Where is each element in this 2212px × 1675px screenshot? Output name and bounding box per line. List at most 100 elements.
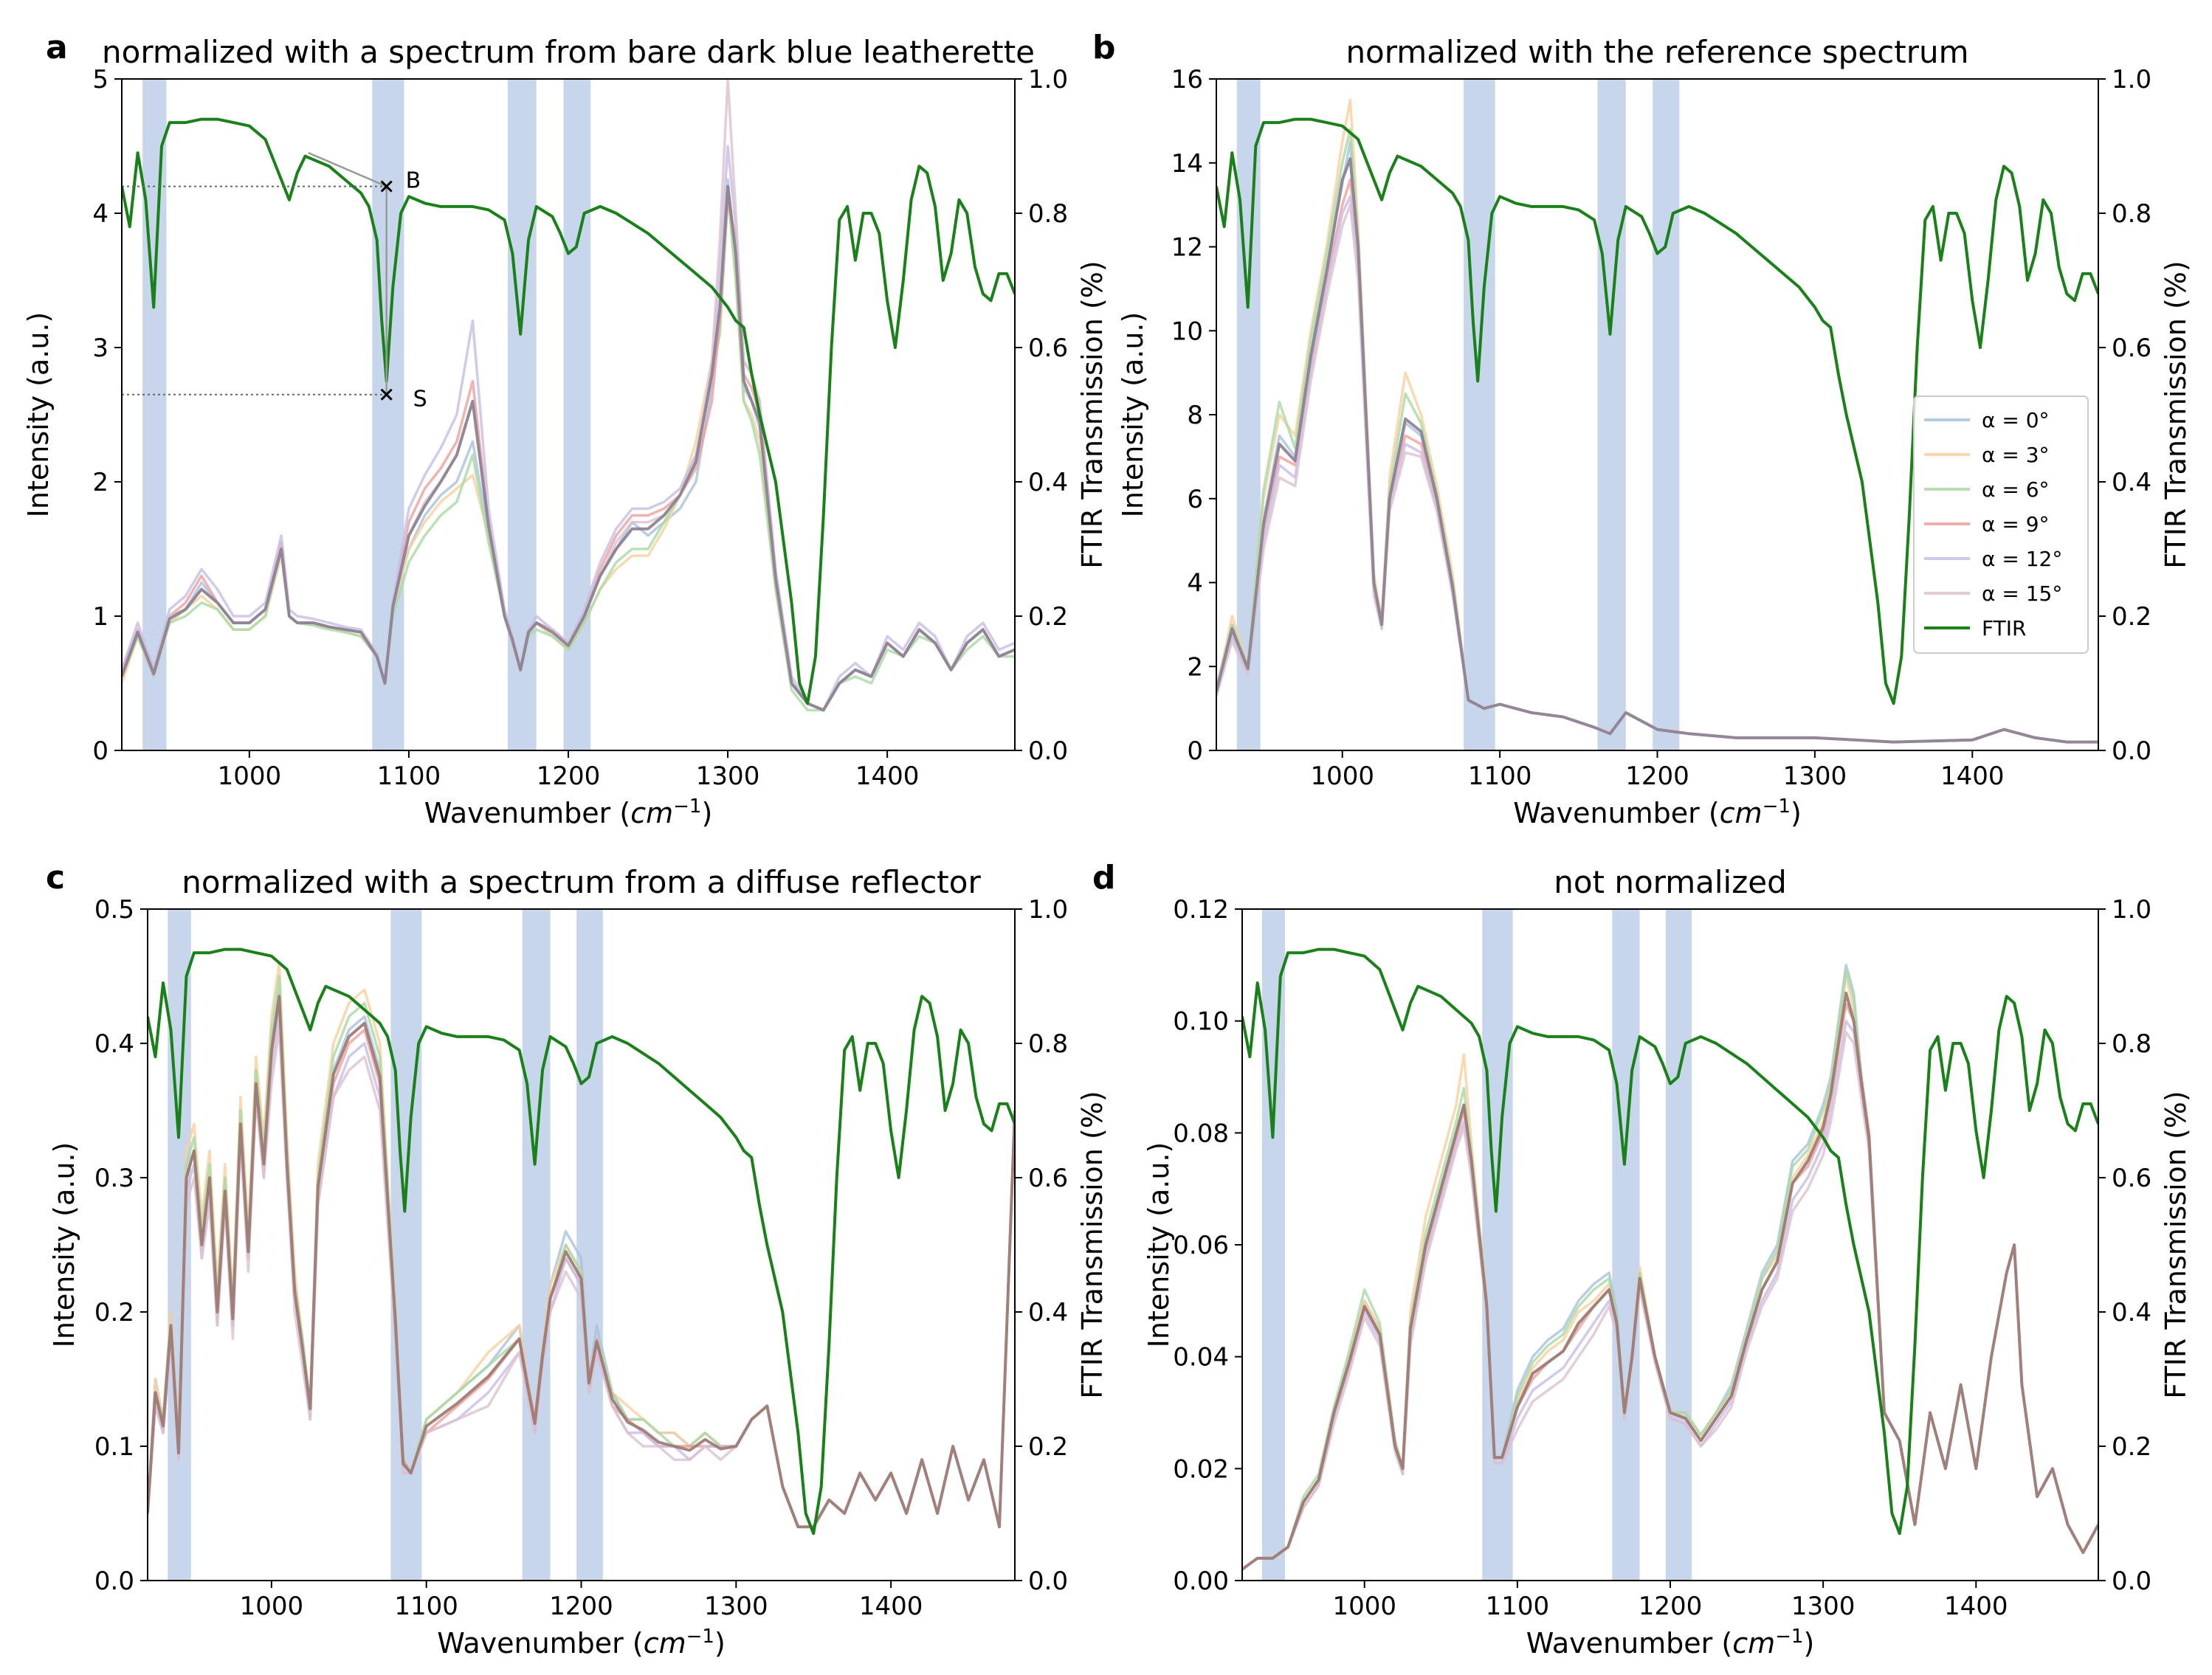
x-axis-label-text: Wavenumber ( [437,1627,644,1660]
x-axis-label-unit: cm [1732,1627,1775,1660]
x-tick-label: 1200 [1625,761,1689,791]
x-tick-label: 1100 [394,1592,458,1621]
chart-title: normalized with a spectrum from a diffus… [182,864,981,900]
shaded-band [576,909,603,1581]
x-axis-label-close: ) [714,1627,726,1660]
x-tick-label: 1400 [1944,1592,2008,1621]
x-axis-label-close: ) [701,797,712,829]
y2-tick-label: 0.6 [2112,334,2151,363]
y-tick-label: 0.02 [1173,1454,1229,1484]
panel-letter: c [46,859,65,897]
y2-tick-label: 0.4 [1028,468,1068,497]
y-tick-label: 6 [1187,485,1203,514]
x-axis-label-text: Wavenumber ( [424,797,631,829]
y2-tick-label: 0.8 [1028,1029,1068,1059]
y2-tick-label: 0.6 [2112,1164,2151,1193]
y-tick-label: 3 [92,334,108,363]
shaded-band [1597,79,1625,750]
panel-b: 1000 1100 1200 1300 1400 0 2 4 6 8 10 12 14 16 0.0 0.2 0… [1092,29,2192,829]
x-tick-label: 1300 [696,761,760,791]
x-tick-label: 1300 [1783,761,1847,791]
y2-tick-label: 0.0 [1028,1567,1068,1596]
plot-area [1242,909,2098,1581]
y2-tick-label: 0.8 [1028,199,1068,229]
x-tick-label: 1300 [1791,1592,1856,1621]
legend-label: α = 3° [1982,443,2050,467]
chart-title: normalized with the reference spectrum [1346,34,1968,70]
x-tick-label: 1100 [1486,1592,1550,1621]
y-tick-label: 0.08 [1173,1119,1229,1148]
x-axis-label: Wavenumber (cm−1) [1513,795,1802,829]
panel-letter: d [1092,859,1116,897]
y-tick-label: 4 [1187,569,1203,598]
y-tick-label: 0.00 [1173,1567,1229,1596]
panel-a: B S 1000 1100 1200 1300 1400 0 1 2 3 4 5 0.0 0.2 0.4 0.6… [22,29,1109,829]
y-tick-label: 1 [92,602,108,632]
y2-tick-label: 1.0 [2112,65,2151,94]
x-axis-label-close: ) [1803,1627,1814,1660]
legend-label: α = 0° [1982,408,2050,432]
x-axis-label: Wavenumber (cm−1) [437,1626,726,1660]
y2-axis-label: FTIR Transmission (%) [1076,1091,1109,1398]
y-tick-label: 8 [1187,401,1203,430]
y2-tick-label: 0.6 [1028,1164,1068,1193]
x-tick-label: 1200 [1639,1592,1703,1621]
annotation-label: B [406,168,421,194]
x-axis-label-exp: −1 [686,1626,714,1648]
y2-axis-label: FTIR Transmission (%) [2160,1091,2192,1398]
chart-title: not normalized [1554,864,1787,900]
legend: α = 0° α = 3° α = 6° α = 9° α = 12° α = 15° FT… [1914,396,2088,653]
y2-tick-label: 1.0 [2112,895,2151,925]
y2-axis-label: FTIR Transmission (%) [2160,260,2192,568]
x-axis-label: Wavenumber (cm−1) [1526,1626,1815,1660]
legend-label: α = 9° [1982,512,2050,536]
y2-tick-label: 0.0 [1028,736,1068,766]
x-axis-label: Wavenumber (cm−1) [424,795,713,829]
y-tick-label: 0.10 [1173,1007,1229,1037]
y-tick-label: 0.04 [1173,1343,1229,1372]
y-axis-label: Intensity (a.u.) [48,1142,80,1348]
x-axis-label-close: ) [1791,797,1802,829]
y-axis-label: Intensity (a.u.) [1117,312,1149,518]
y-tick-label: 0.12 [1173,895,1229,925]
shaded-band [523,909,551,1581]
plot-area [122,79,1015,750]
shaded-band [1612,909,1639,1581]
y-tick-label: 0.4 [94,1029,134,1059]
x-tick-label: 1000 [218,761,282,791]
x-tick-label: 1400 [855,761,920,791]
x-tick-label: 1400 [859,1592,923,1621]
y-tick-label: 0 [92,736,108,766]
panel-c: 1000 1100 1200 1300 1400 0.0 0.1 0.2 0.3 0.4 0.5 0.… [46,859,1109,1660]
panel-d: 1000 1100 1200 1300 1400 0.00 0.02 0.04 0.06 0.08… [1092,859,2192,1660]
x-axis-label-exp: −1 [1775,1626,1803,1648]
y2-tick-label: 0.8 [2112,1029,2151,1059]
annotation-label: S [413,387,427,412]
x-axis-label-unit: cm [644,1627,686,1660]
shaded-band [168,909,190,1581]
x-axis-label-unit: cm [1720,797,1763,829]
legend-label: α = 15° [1982,581,2062,606]
y-tick-label: 2 [92,468,108,497]
plot-area [148,909,1015,1581]
y-tick-label: 2 [1187,652,1203,682]
y-axis-label: Intensity (a.u.) [1143,1142,1175,1348]
legend-label: α = 12° [1982,547,2062,571]
y2-tick-label: 0.2 [2112,602,2151,632]
x-tick-label: 1100 [377,761,441,791]
y-tick-label: 0.1 [94,1432,134,1462]
x-tick-label: 1400 [1940,761,2005,791]
y-tick-label: 0.0 [94,1567,134,1596]
x-tick-label: 1000 [240,1592,304,1621]
shaded-band [390,909,421,1581]
y2-tick-label: 0.2 [1028,602,1068,632]
y2-tick-label: 0.4 [2112,1298,2151,1327]
y-tick-label: 0.06 [1173,1231,1229,1260]
x-tick-label: 1000 [1332,1592,1396,1621]
legend-label: FTIR [1982,616,2026,640]
y2-tick-label: 0.2 [1028,1432,1068,1462]
y-tick-label: 0.5 [94,895,134,925]
x-axis-label-exp: −1 [673,795,701,818]
x-tick-label: 1100 [1468,761,1532,791]
shaded-band [1666,909,1692,1581]
